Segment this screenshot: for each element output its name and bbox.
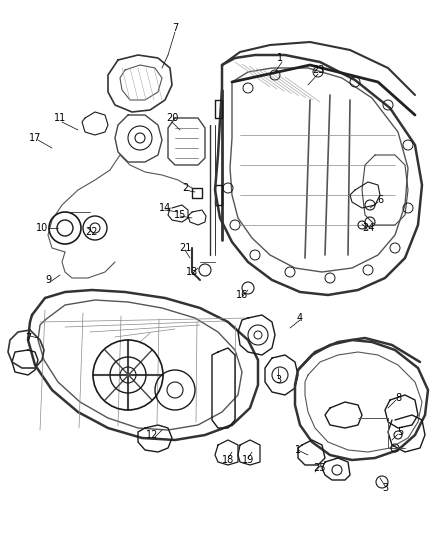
- Text: 11: 11: [54, 113, 66, 123]
- Text: 16: 16: [236, 290, 248, 300]
- Text: 2: 2: [182, 183, 188, 193]
- Text: 13: 13: [186, 267, 198, 277]
- Text: 24: 24: [362, 223, 374, 233]
- Text: 5: 5: [397, 427, 403, 437]
- Text: 21: 21: [179, 243, 191, 253]
- Text: 1: 1: [295, 445, 301, 455]
- Text: 23: 23: [312, 65, 324, 75]
- Text: 6: 6: [377, 195, 383, 205]
- Text: 18: 18: [222, 455, 234, 465]
- Text: 3: 3: [382, 483, 388, 493]
- Text: 4: 4: [297, 313, 303, 323]
- Text: 25: 25: [314, 463, 326, 473]
- Text: 3: 3: [275, 375, 281, 385]
- Text: 15: 15: [174, 210, 186, 220]
- Text: 22: 22: [86, 227, 98, 237]
- Text: 1: 1: [277, 53, 283, 63]
- Text: 20: 20: [166, 113, 178, 123]
- Text: 8: 8: [395, 393, 401, 403]
- Text: 7: 7: [172, 23, 178, 33]
- Text: 7: 7: [25, 333, 31, 343]
- Text: 9: 9: [45, 275, 51, 285]
- Text: 19: 19: [242, 455, 254, 465]
- Text: 12: 12: [146, 430, 158, 440]
- Text: 10: 10: [36, 223, 48, 233]
- Text: 14: 14: [159, 203, 171, 213]
- Text: 17: 17: [29, 133, 41, 143]
